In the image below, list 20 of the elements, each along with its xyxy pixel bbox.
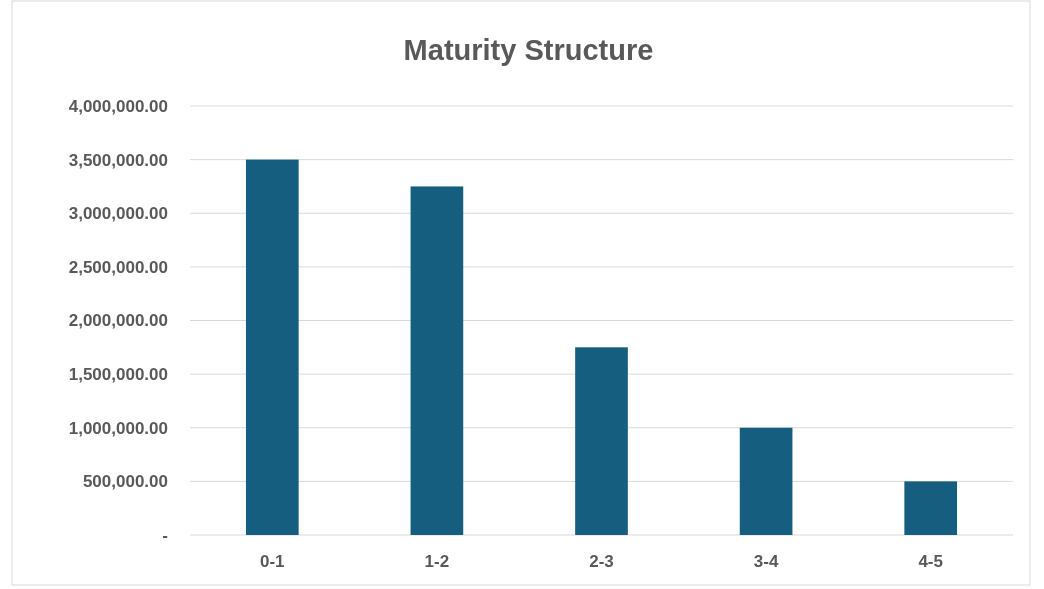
- y-tick-label: 4,000,000.00: [68, 96, 168, 116]
- chart-title: Maturity Structure: [403, 34, 654, 66]
- y-tick-label: 2,500,000.00: [68, 257, 168, 277]
- x-tick-label: 3-4: [753, 552, 779, 571]
- y-tick-label: 500,000.00: [82, 472, 168, 492]
- y-tick-label: 3,000,000.00: [68, 204, 168, 224]
- y-tick-label: -: [162, 525, 168, 545]
- y-tick-label: 1,000,000.00: [68, 418, 168, 438]
- x-tick-label: 2-3: [589, 552, 614, 571]
- x-tick-label: 0-1: [260, 552, 285, 571]
- bar: [410, 186, 464, 535]
- x-tick-label: 4-5: [918, 552, 943, 571]
- bar: [739, 427, 793, 535]
- bar: [245, 159, 299, 535]
- y-tick-label: 1,500,000.00: [68, 365, 168, 385]
- bar: [575, 347, 628, 535]
- y-tick-label: 2,000,000.00: [68, 311, 168, 331]
- x-tick-label: 1-2: [424, 552, 450, 571]
- bar: [904, 481, 958, 535]
- y-tick-label: 3,500,000.00: [68, 150, 168, 170]
